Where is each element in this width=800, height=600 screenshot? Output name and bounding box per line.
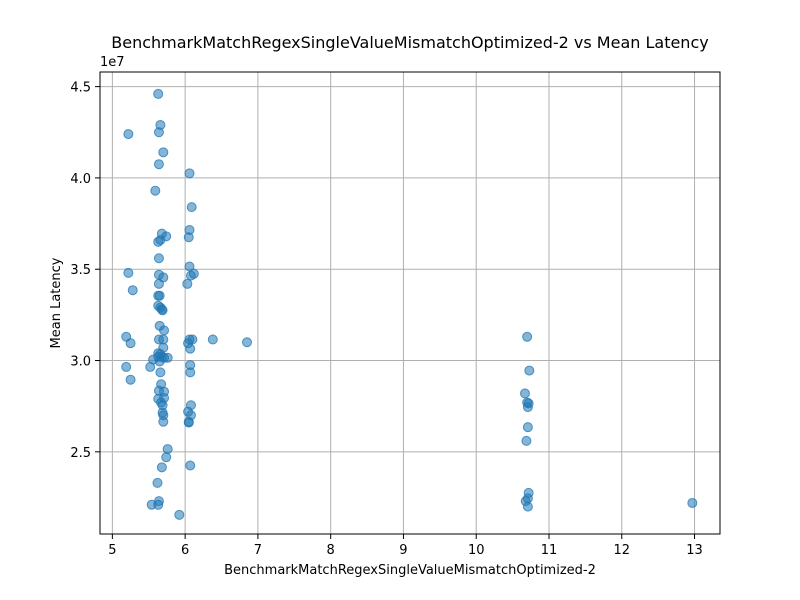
grid: [100, 72, 720, 534]
data-point: [125, 374, 136, 385]
y-axis-label: Mean Latency: [49, 257, 64, 348]
data-point: [522, 402, 533, 413]
x-tick-label: 10: [468, 543, 485, 558]
x-tick-label: 11: [541, 543, 558, 558]
data-point: [158, 147, 169, 158]
data-point: [125, 338, 136, 349]
data-point: [161, 452, 172, 463]
data-point: [162, 352, 173, 363]
data-point: [152, 477, 163, 488]
data-point: [521, 435, 532, 446]
data-point: [185, 343, 196, 354]
data-point: [155, 367, 166, 378]
data-point: [154, 356, 165, 367]
data-point: [184, 168, 195, 179]
data-point: [522, 422, 533, 433]
data-point: [185, 270, 196, 281]
data-point: [158, 334, 169, 345]
data-point: [157, 305, 168, 316]
data-point: [207, 334, 218, 345]
x-tick-label: 8: [327, 543, 335, 558]
data-point: [123, 129, 134, 140]
x-tick-label: 9: [399, 543, 407, 558]
data-point: [522, 501, 533, 512]
y-tick-label: 4.0: [70, 172, 91, 187]
data-point: [162, 444, 173, 455]
data-point: [153, 253, 164, 264]
data-point: [186, 202, 197, 213]
x-axis-ticks: 5 6 7 8 9 10 11 12 13: [108, 534, 703, 558]
data-point: [153, 278, 164, 289]
data-point: [153, 159, 164, 170]
data-point: [183, 232, 194, 243]
y-tick-label: 4.5: [70, 81, 91, 96]
data-point: [150, 185, 161, 196]
y-tick-label: 2.5: [70, 446, 91, 461]
chart-title: BenchmarkMatchRegexSingleValueMismatchOp…: [111, 33, 708, 52]
x-axis-label: BenchmarkMatchRegexSingleValueMismatchOp…: [224, 563, 596, 578]
data-point: [522, 493, 533, 504]
y-tick-label: 3.0: [70, 355, 91, 370]
data-point: [183, 417, 194, 428]
data-point: [687, 497, 698, 508]
x-tick-label: 12: [613, 543, 630, 558]
data-points: [121, 88, 698, 520]
data-point: [158, 416, 169, 427]
data-point: [519, 388, 530, 399]
plot-area-frame: [99, 71, 721, 535]
data-point: [121, 361, 132, 372]
data-point: [185, 460, 196, 471]
y-offset-label: 1e7: [100, 55, 125, 70]
data-point: [153, 499, 164, 510]
data-point: [522, 331, 533, 342]
y-tick-label: 3.5: [70, 263, 91, 278]
x-tick-label: 7: [254, 543, 262, 558]
data-point: [153, 236, 164, 247]
data-point: [241, 337, 252, 348]
x-tick-label: 6: [181, 543, 189, 558]
data-point: [524, 365, 535, 376]
data-point: [153, 127, 164, 138]
data-point: [185, 367, 196, 378]
data-point: [154, 290, 165, 301]
x-tick-label: 5: [108, 543, 116, 558]
data-point: [182, 278, 193, 289]
data-point: [127, 285, 138, 296]
data-point: [153, 88, 164, 99]
data-point: [156, 462, 167, 473]
data-point: [159, 325, 170, 336]
data-point: [123, 267, 134, 278]
data-point: [174, 509, 185, 520]
x-tick-label: 13: [686, 543, 703, 558]
y-axis-ticks: 2.5 3.0 3.5 4.0 4.5: [70, 81, 100, 461]
data-point: [145, 361, 156, 372]
